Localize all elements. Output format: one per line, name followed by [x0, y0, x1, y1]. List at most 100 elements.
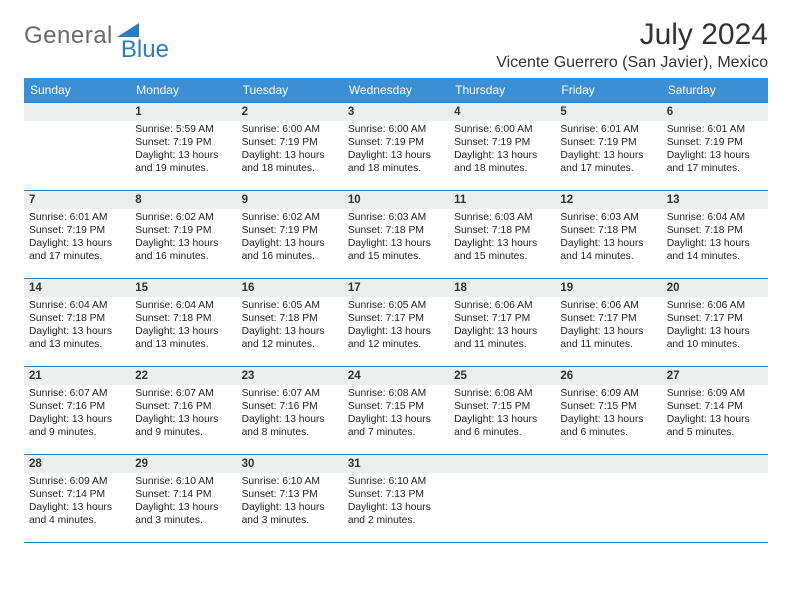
sunset-line: Sunset: 7:18 PM [454, 224, 550, 237]
daylight-line: and 15 minutes. [348, 250, 444, 263]
calendar-page: General Blue July 2024 Vicente Guerrero … [0, 0, 792, 612]
sunset-line: Sunset: 7:17 PM [667, 312, 763, 325]
daylight-line: Daylight: 13 hours [29, 325, 125, 338]
day-number: 26 [555, 367, 661, 385]
calendar-day-cell [555, 455, 661, 543]
daylight-line: Daylight: 13 hours [454, 413, 550, 426]
day-number: 21 [24, 367, 130, 385]
day-info [555, 473, 661, 475]
weekday-header: Sunday [24, 78, 130, 103]
sunset-line: Sunset: 7:18 PM [29, 312, 125, 325]
daylight-line: Daylight: 13 hours [135, 325, 231, 338]
calendar-day-cell: 14Sunrise: 6:04 AMSunset: 7:18 PMDayligh… [24, 279, 130, 367]
daylight-line: and 8 minutes. [242, 426, 338, 439]
weekday-header: Monday [130, 78, 236, 103]
calendar-week-row: 14Sunrise: 6:04 AMSunset: 7:18 PMDayligh… [24, 279, 768, 367]
day-info: Sunrise: 6:00 AMSunset: 7:19 PMDaylight:… [449, 121, 555, 175]
day-number [449, 455, 555, 473]
calendar-day-cell: 15Sunrise: 6:04 AMSunset: 7:18 PMDayligh… [130, 279, 236, 367]
daylight-line: Daylight: 13 hours [348, 237, 444, 250]
sunset-line: Sunset: 7:14 PM [667, 400, 763, 413]
logo-text-blue: Blue [121, 36, 169, 64]
daylight-line: and 7 minutes. [348, 426, 444, 439]
calendar-day-cell: 12Sunrise: 6:03 AMSunset: 7:18 PMDayligh… [555, 191, 661, 279]
daylight-line: and 13 minutes. [135, 338, 231, 351]
calendar-day-cell: 31Sunrise: 6:10 AMSunset: 7:13 PMDayligh… [343, 455, 449, 543]
day-number: 24 [343, 367, 449, 385]
calendar-day-cell: 27Sunrise: 6:09 AMSunset: 7:14 PMDayligh… [662, 367, 768, 455]
sunset-line: Sunset: 7:19 PM [242, 136, 338, 149]
calendar-day-cell: 9Sunrise: 6:02 AMSunset: 7:19 PMDaylight… [237, 191, 343, 279]
daylight-line: and 14 minutes. [560, 250, 656, 263]
day-number: 20 [662, 279, 768, 297]
sunrise-line: Sunrise: 6:00 AM [242, 123, 338, 136]
calendar-day-cell: 18Sunrise: 6:06 AMSunset: 7:17 PMDayligh… [449, 279, 555, 367]
daylight-line: and 17 minutes. [667, 162, 763, 175]
daylight-line: and 19 minutes. [135, 162, 231, 175]
sunset-line: Sunset: 7:19 PM [348, 136, 444, 149]
calendar-day-cell: 22Sunrise: 6:07 AMSunset: 7:16 PMDayligh… [130, 367, 236, 455]
day-number: 18 [449, 279, 555, 297]
calendar-day-cell: 11Sunrise: 6:03 AMSunset: 7:18 PMDayligh… [449, 191, 555, 279]
day-info: Sunrise: 6:08 AMSunset: 7:15 PMDaylight:… [449, 385, 555, 439]
sunset-line: Sunset: 7:15 PM [454, 400, 550, 413]
day-number: 30 [237, 455, 343, 473]
daylight-line: Daylight: 13 hours [560, 325, 656, 338]
calendar-day-cell: 5Sunrise: 6:01 AMSunset: 7:19 PMDaylight… [555, 103, 661, 191]
day-number: 23 [237, 367, 343, 385]
calendar-week-row: 21Sunrise: 6:07 AMSunset: 7:16 PMDayligh… [24, 367, 768, 455]
location-subtitle: Vicente Guerrero (San Javier), Mexico [496, 54, 768, 72]
day-number: 27 [662, 367, 768, 385]
sunset-line: Sunset: 7:15 PM [560, 400, 656, 413]
daylight-line: Daylight: 13 hours [135, 501, 231, 514]
daylight-line: and 2 minutes. [348, 514, 444, 527]
weekday-header: Saturday [662, 78, 768, 103]
day-info: Sunrise: 6:08 AMSunset: 7:15 PMDaylight:… [343, 385, 449, 439]
day-number: 9 [237, 191, 343, 209]
sunrise-line: Sunrise: 5:59 AM [135, 123, 231, 136]
calendar-day-cell: 8Sunrise: 6:02 AMSunset: 7:19 PMDaylight… [130, 191, 236, 279]
sunset-line: Sunset: 7:15 PM [348, 400, 444, 413]
daylight-line: Daylight: 13 hours [667, 237, 763, 250]
calendar-day-cell: 19Sunrise: 6:06 AMSunset: 7:17 PMDayligh… [555, 279, 661, 367]
daylight-line: Daylight: 13 hours [135, 149, 231, 162]
sunset-line: Sunset: 7:19 PM [135, 136, 231, 149]
calendar-day-cell: 10Sunrise: 6:03 AMSunset: 7:18 PMDayligh… [343, 191, 449, 279]
sunset-line: Sunset: 7:17 PM [454, 312, 550, 325]
day-number: 22 [130, 367, 236, 385]
sunrise-line: Sunrise: 6:04 AM [667, 211, 763, 224]
daylight-line: Daylight: 13 hours [348, 501, 444, 514]
calendar-day-cell: 24Sunrise: 6:08 AMSunset: 7:15 PMDayligh… [343, 367, 449, 455]
weekday-header: Tuesday [237, 78, 343, 103]
calendar-day-cell: 17Sunrise: 6:05 AMSunset: 7:17 PMDayligh… [343, 279, 449, 367]
day-info: Sunrise: 6:01 AMSunset: 7:19 PMDaylight:… [24, 209, 130, 263]
daylight-line: Daylight: 13 hours [560, 237, 656, 250]
day-info: Sunrise: 6:10 AMSunset: 7:13 PMDaylight:… [343, 473, 449, 527]
day-number: 12 [555, 191, 661, 209]
sunrise-line: Sunrise: 6:07 AM [242, 387, 338, 400]
logo: General Blue [24, 18, 169, 50]
daylight-line: and 3 minutes. [135, 514, 231, 527]
daylight-line: and 10 minutes. [667, 338, 763, 351]
calendar-day-cell: 16Sunrise: 6:05 AMSunset: 7:18 PMDayligh… [237, 279, 343, 367]
daylight-line: and 17 minutes. [560, 162, 656, 175]
day-info: Sunrise: 6:09 AMSunset: 7:14 PMDaylight:… [662, 385, 768, 439]
day-number: 10 [343, 191, 449, 209]
calendar-day-cell: 29Sunrise: 6:10 AMSunset: 7:14 PMDayligh… [130, 455, 236, 543]
sunset-line: Sunset: 7:18 PM [667, 224, 763, 237]
daylight-line: and 11 minutes. [560, 338, 656, 351]
day-info [449, 473, 555, 475]
sunrise-line: Sunrise: 6:04 AM [29, 299, 125, 312]
day-info: Sunrise: 6:06 AMSunset: 7:17 PMDaylight:… [555, 297, 661, 351]
calendar-day-cell: 4Sunrise: 6:00 AMSunset: 7:19 PMDaylight… [449, 103, 555, 191]
day-info: Sunrise: 6:07 AMSunset: 7:16 PMDaylight:… [237, 385, 343, 439]
sunset-line: Sunset: 7:14 PM [29, 488, 125, 501]
sunset-line: Sunset: 7:17 PM [348, 312, 444, 325]
daylight-line: and 17 minutes. [29, 250, 125, 263]
day-info: Sunrise: 6:04 AMSunset: 7:18 PMDaylight:… [662, 209, 768, 263]
day-info: Sunrise: 6:01 AMSunset: 7:19 PMDaylight:… [662, 121, 768, 175]
calendar-day-cell: 25Sunrise: 6:08 AMSunset: 7:15 PMDayligh… [449, 367, 555, 455]
sunset-line: Sunset: 7:18 PM [560, 224, 656, 237]
sunset-line: Sunset: 7:16 PM [29, 400, 125, 413]
daylight-line: Daylight: 13 hours [667, 325, 763, 338]
